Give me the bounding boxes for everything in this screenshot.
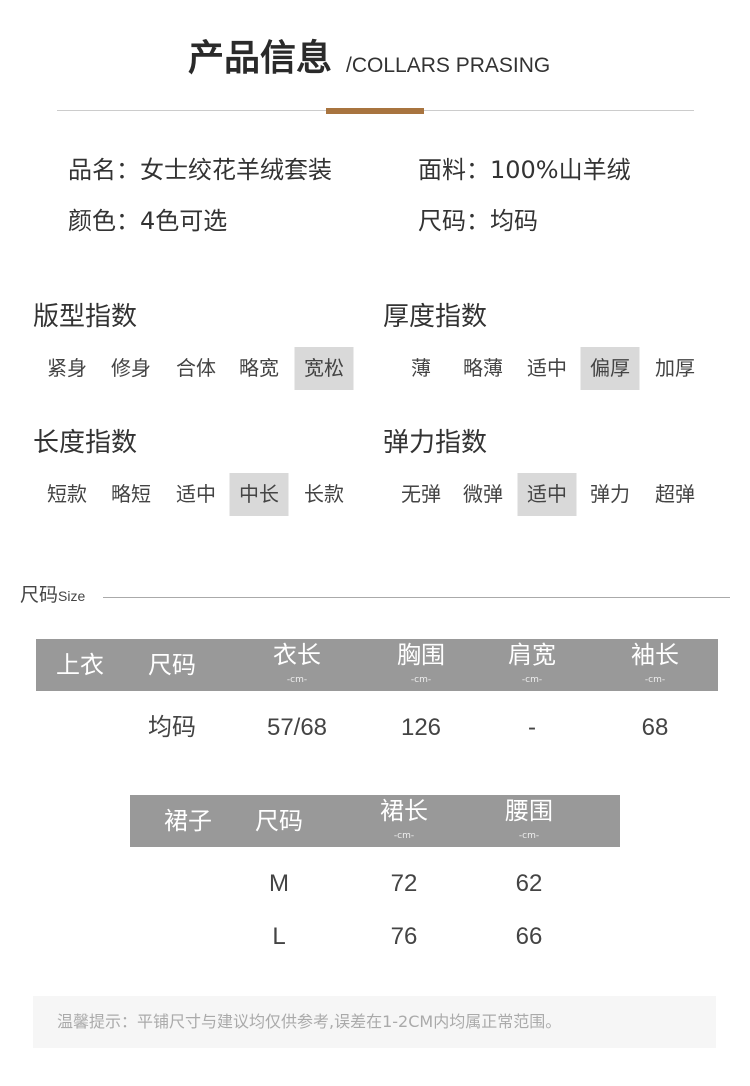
column-header: 上衣 <box>56 651 104 679</box>
size-label-en: Size <box>58 588 86 604</box>
table-cell: 68 <box>641 714 669 741</box>
index-option: 微弹 <box>463 482 503 506</box>
column-unit: -cm- <box>410 675 432 685</box>
column-header: 尺码 <box>148 651 196 679</box>
index-option: 短款 <box>47 482 87 506</box>
column-header: 肩宽 <box>508 641 556 669</box>
table-cell: 126 <box>400 714 442 741</box>
table-cell: L <box>272 923 286 950</box>
table-cell: M <box>269 870 289 897</box>
index-option: 长款 <box>304 482 344 506</box>
column-header: 裙子 <box>164 807 212 835</box>
index-option: 修身 <box>111 356 151 380</box>
skirt-table-header <box>130 795 620 847</box>
column-header: 衣长 <box>273 641 321 669</box>
top-table-header <box>36 639 718 691</box>
table-cell: 76 <box>390 923 418 950</box>
column-unit: -cm- <box>644 675 666 685</box>
table-cell: 57/68 <box>266 714 328 741</box>
index-title: 长度指数 <box>33 428 138 458</box>
note-text: 温馨提示：平铺尺寸与建议均仅供参考,误差在1-2CM内均属正常范围。 <box>57 1012 562 1031</box>
column-header: 裙长 <box>380 797 428 825</box>
table-cell: 66 <box>515 923 543 950</box>
index-option: 略宽 <box>239 356 279 380</box>
column-unit: -cm- <box>521 675 543 685</box>
index-option: 略薄 <box>463 356 503 380</box>
index-option-selected: 中长 <box>229 473 289 516</box>
size-divider <box>103 597 730 598</box>
column-unit: -cm- <box>518 831 540 841</box>
index-option: 紧身 <box>47 356 87 380</box>
table-cell: 72 <box>390 870 418 897</box>
index-option: 无弹 <box>401 482 441 506</box>
index-title: 弹力指数 <box>383 428 488 458</box>
index-option: 超弹 <box>655 482 695 506</box>
index-option: 适中 <box>527 356 567 380</box>
index-option-selected: 偏厚 <box>580 347 640 390</box>
index-option: 弹力 <box>590 482 630 506</box>
table-cell: - <box>528 714 536 741</box>
index-title: 厚度指数 <box>383 302 488 332</box>
index-option: 薄 <box>411 356 431 380</box>
size-label: 尺码 <box>20 584 59 606</box>
column-header: 尺码 <box>255 807 303 835</box>
page-title: 产品信息 <box>188 38 333 79</box>
index-option: 适中 <box>176 482 216 506</box>
page-subtitle: /COLLARS PRASING <box>346 54 551 77</box>
info-name: 品名：女士绞花羊绒套装 <box>68 156 332 184</box>
note-box <box>33 996 716 1048</box>
accent-bar <box>326 108 424 114</box>
column-unit: -cm- <box>286 675 308 685</box>
column-header: 胸围 <box>397 641 445 669</box>
size-section-label: 尺码Size <box>20 583 85 608</box>
info-fabric: 面料：100%山羊绒 <box>418 156 631 184</box>
column-header: 腰围 <box>505 797 553 825</box>
column-header: 袖长 <box>631 641 679 669</box>
index-title: 版型指数 <box>33 302 138 332</box>
table-cell: 62 <box>515 870 543 897</box>
table-cell: 均码 <box>148 714 196 741</box>
index-option: 加厚 <box>655 356 695 380</box>
column-unit: -cm- <box>393 831 415 841</box>
info-color: 颜色：4色可选 <box>68 207 228 235</box>
index-option: 略短 <box>111 482 151 506</box>
index-option-selected: 宽松 <box>294 347 354 390</box>
info-size: 尺码：均码 <box>418 207 538 235</box>
index-option-selected: 适中 <box>517 473 577 516</box>
index-option: 合体 <box>176 356 216 380</box>
